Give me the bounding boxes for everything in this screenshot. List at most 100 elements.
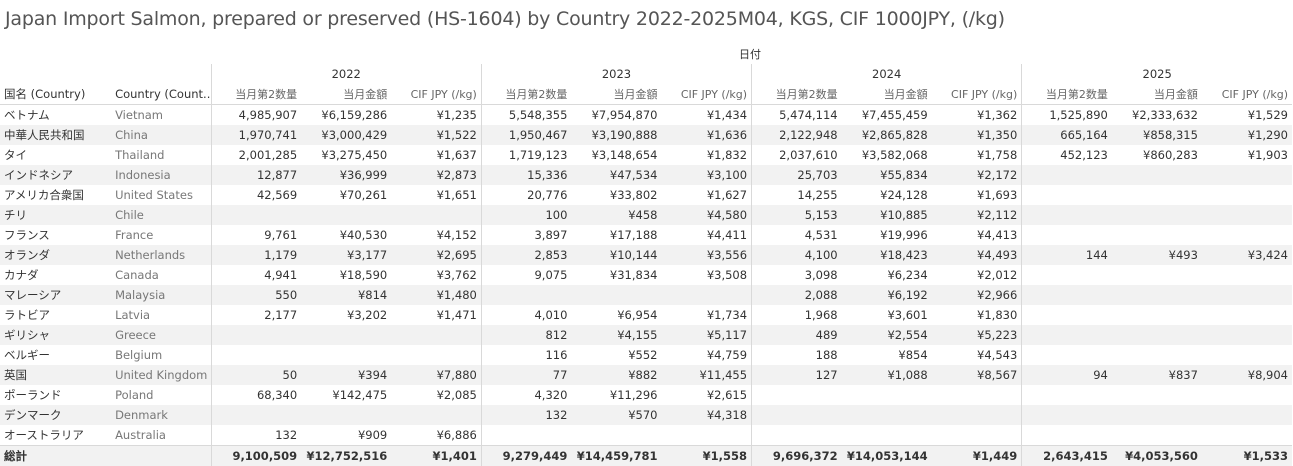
country-en-cell[interactable] [111,446,211,466]
amount-cell [842,405,932,425]
measure-header[interactable]: 当月第2数量 [211,84,301,105]
country-jp-cell[interactable]: カナダ [0,265,111,285]
cif-per-kg-cell: ¥4,493 [932,245,1022,265]
measure-header[interactable]: 当月金額 [301,84,391,105]
country-en-cell[interactable]: Greece [111,325,211,345]
country-en-cell[interactable]: Chile [111,205,211,225]
quantity-cell [1022,325,1112,345]
amount-cell [1112,405,1202,425]
cif-per-kg-cell: ¥1,522 [391,125,481,145]
amount-cell: ¥1,088 [842,365,932,385]
country-en-cell[interactable]: United States [111,185,211,205]
country-jp-cell[interactable]: ラトビア [0,305,111,325]
measure-header[interactable]: 当月金額 [1112,84,1202,105]
quantity-cell: 15,336 [481,165,571,185]
amount-cell: ¥11,296 [571,385,661,405]
amount-cell [842,385,932,405]
cif-per-kg-cell [661,425,751,446]
country-en-cell[interactable]: Canada [111,265,211,285]
measure-header[interactable]: CIF JPY (/kg) [391,84,481,105]
year-header[interactable]: 2023 [481,64,751,84]
country-en-cell[interactable]: Thailand [111,145,211,165]
country-en-cell[interactable]: Vietnam [111,105,211,126]
measure-header[interactable]: CIF JPY (/kg) [661,84,751,105]
country-en-cell[interactable]: Poland [111,385,211,405]
country-en-cell[interactable]: Denmark [111,405,211,425]
year-header[interactable]: 2022 [211,64,481,84]
country-jp-cell[interactable]: オランダ [0,245,111,265]
measure-header[interactable]: 当月第2数量 [752,84,842,105]
country-en-cell[interactable]: Indonesia [111,165,211,185]
crosstab-table: 2022 2023 2024 2025 国名 (Country) Country… [0,64,1292,466]
amount-cell: ¥458 [571,205,661,225]
cif-per-kg-cell: ¥1,362 [932,105,1022,126]
row-header-country-en[interactable]: Country (Count.. [111,84,211,105]
row-header-country-jp[interactable]: 国名 (Country) [0,84,111,105]
quantity-cell [1022,405,1112,425]
country-en-cell[interactable]: France [111,225,211,245]
country-en-cell[interactable]: China [111,125,211,145]
quantity-cell: 116 [481,345,571,365]
country-en-cell[interactable]: United Kingdom [111,365,211,385]
quantity-cell: 2,643,415 [1022,446,1112,466]
country-jp-cell[interactable]: 英国 [0,365,111,385]
country-jp-cell[interactable]: タイ [0,145,111,165]
quantity-cell: 144 [1022,245,1112,265]
measure-header[interactable]: 当月第2数量 [481,84,571,105]
country-jp-cell[interactable]: マレーシア [0,285,111,305]
amount-cell: ¥14,459,781 [571,446,661,466]
country-en-cell[interactable]: Netherlands [111,245,211,265]
cif-per-kg-cell [391,405,481,425]
country-jp-cell[interactable]: インドネシア [0,165,111,185]
amount-cell [571,285,661,305]
amount-cell: ¥10,144 [571,245,661,265]
country-jp-cell[interactable]: ベトナム [0,105,111,126]
country-jp-cell[interactable]: 中華人民共和国 [0,125,111,145]
cif-per-kg-cell: ¥1,832 [661,145,751,165]
cif-per-kg-cell [1202,265,1292,285]
quantity-cell: 42,569 [211,185,301,205]
amount-cell [301,205,391,225]
country-jp-cell[interactable]: ポーランド [0,385,111,405]
country-jp-cell[interactable]: 総計 [0,446,111,466]
amount-cell [1112,165,1202,185]
country-jp-cell[interactable]: チリ [0,205,111,225]
year-header[interactable]: 2025 [1022,64,1292,84]
quantity-cell: 452,123 [1022,145,1112,165]
cif-per-kg-cell: ¥4,580 [661,205,751,225]
measure-header[interactable]: CIF JPY (/kg) [932,84,1022,105]
country-en-cell[interactable]: Belgium [111,345,211,365]
amount-cell: ¥3,000,429 [301,125,391,145]
country-en-cell[interactable]: Malaysia [111,285,211,305]
country-jp-cell[interactable]: デンマーク [0,405,111,425]
amount-cell [1112,225,1202,245]
quantity-cell [1022,205,1112,225]
quantity-cell: 77 [481,365,571,385]
country-jp-cell[interactable]: オーストラリア [0,425,111,446]
measure-header[interactable]: 当月第2数量 [1022,84,1112,105]
measure-header[interactable]: CIF JPY (/kg) [1202,84,1292,105]
quantity-cell [1022,285,1112,305]
measure-header[interactable]: 当月金額 [842,84,932,105]
country-jp-cell[interactable]: アメリカ合衆国 [0,185,111,205]
year-header[interactable]: 2024 [752,64,1022,84]
measure-header[interactable]: 当月金額 [571,84,661,105]
amount-cell: ¥6,159,286 [301,105,391,126]
quantity-cell: 1,719,123 [481,145,571,165]
country-jp-cell[interactable]: ギリシャ [0,325,111,345]
quantity-cell: 68,340 [211,385,301,405]
amount-cell: ¥40,530 [301,225,391,245]
measure-header-row: 国名 (Country) Country (Count.. 当月第2数量当月金額… [0,84,1292,105]
quantity-cell: 4,010 [481,305,571,325]
cif-per-kg-cell [661,285,751,305]
country-jp-cell[interactable]: フランス [0,225,111,245]
amount-cell: ¥858,315 [1112,125,1202,145]
country-en-cell[interactable]: Australia [111,425,211,446]
country-en-cell[interactable]: Latvia [111,305,211,325]
country-jp-cell[interactable]: ベルギー [0,345,111,365]
